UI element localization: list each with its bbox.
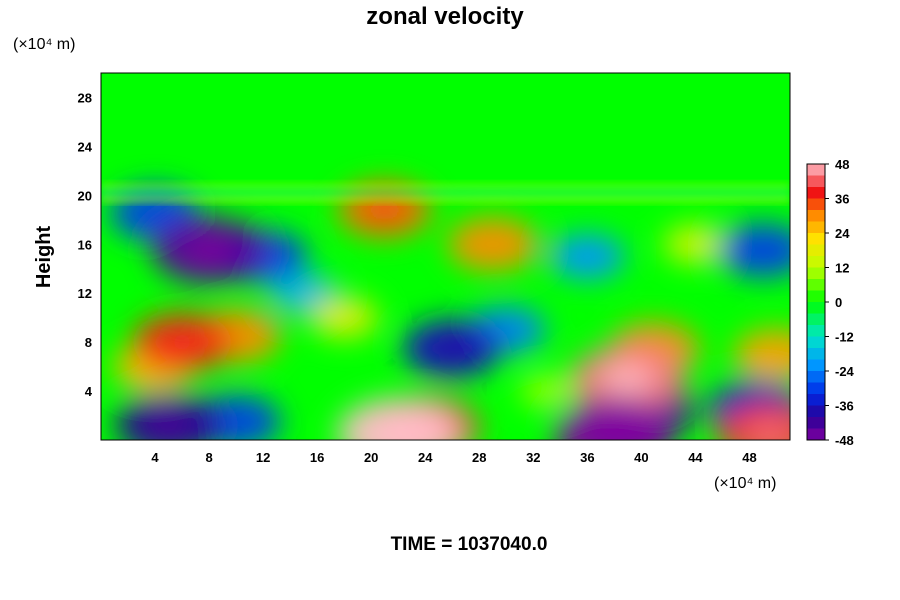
x-tick-label: 8	[205, 450, 212, 465]
time-label: TIME = 1037040.0	[391, 534, 548, 555]
colorbar-segment	[807, 290, 825, 303]
chart-title: zonal velocity	[366, 3, 524, 30]
colorbar-tick-label: -24	[835, 364, 855, 379]
colorbar-tick-label: 0	[835, 295, 842, 310]
velocity-feature-core	[745, 419, 790, 440]
colorbar-segment	[807, 221, 825, 234]
x-tick-label: 36	[580, 450, 594, 465]
plot-area	[101, 73, 790, 440]
velocity-feature	[549, 233, 626, 280]
velocity-feature-core	[159, 328, 205, 356]
tropopause-bands	[101, 183, 790, 203]
colorbar-segment	[807, 279, 825, 291]
colorbar-segment	[807, 267, 825, 280]
x-tick-label: 20	[364, 450, 378, 465]
velocity-feature	[733, 328, 790, 381]
colorbar-tick-label: 48	[835, 157, 849, 172]
x-tick-label: 24	[418, 450, 433, 465]
x-tick-label: 4	[151, 450, 159, 465]
velocity-feature-core	[144, 410, 193, 440]
x-tick-label: 44	[688, 450, 703, 465]
y-tick-label: 16	[78, 237, 92, 252]
colorbar: 48 36 24 12 0 -12 -24 -36 -48	[806, 157, 855, 448]
y-tick-label: 8	[85, 335, 92, 350]
velocity-feature	[717, 223, 790, 278]
velocity-field-layer	[110, 182, 790, 440]
colorbar-tick-label: -12	[835, 330, 854, 345]
colorbar-segment	[807, 359, 825, 372]
colorbar-segment	[807, 256, 825, 268]
colorbar-segment	[807, 244, 825, 257]
colorbar-segment	[807, 405, 825, 418]
colorbar-segment	[807, 325, 825, 337]
velocity-feature-core	[586, 417, 642, 440]
y-tick-label: 4	[85, 384, 93, 399]
plot-frame	[100, 72, 791, 441]
tropopause-band	[101, 198, 790, 203]
velocity-feature	[663, 224, 728, 265]
velocity-feature-core	[370, 417, 426, 440]
colorbar-segment	[807, 417, 825, 429]
x-axis-ticks: 4 8 12 16 20 24 28 32 36 40 44 48	[151, 450, 756, 465]
y-axis-unit: (×10⁴ m)	[13, 36, 75, 53]
velocity-feature-core	[183, 235, 235, 266]
x-tick-label: 40	[634, 450, 648, 465]
colorbar-segment	[807, 198, 825, 211]
colorbar-segment	[807, 210, 825, 222]
colorbar-segment	[807, 371, 825, 383]
velocity-feature-core	[601, 363, 654, 395]
colorbar-segment	[807, 233, 825, 245]
velocity-feature	[519, 374, 574, 409]
colorbar-tick-label: -48	[835, 433, 854, 448]
colorbar-segment	[807, 336, 825, 349]
velocity-feature	[309, 296, 379, 339]
y-tick-label: 20	[78, 188, 92, 203]
colorbar-segment	[807, 348, 825, 360]
x-tick-label: 32	[526, 450, 540, 465]
x-tick-label: 16	[310, 450, 324, 465]
y-axis-ticks: 4 8 12 16 20 24 28	[78, 90, 93, 399]
velocity-feature-core	[429, 334, 475, 362]
colorbar-tick-label: 36	[835, 192, 849, 207]
y-tick-label: 28	[78, 90, 92, 105]
x-axis-unit: (×10⁴ m)	[714, 475, 776, 492]
colorbar-tick-label: 24	[835, 226, 850, 241]
colorbar-segment	[807, 394, 825, 406]
y-tick-label: 24	[78, 139, 93, 154]
colorbar-segment	[807, 302, 825, 314]
colorbar-segment	[807, 164, 825, 176]
x-tick-label: 12	[256, 450, 270, 465]
colorbar-segment	[807, 175, 825, 188]
y-axis-label: Height	[33, 226, 55, 289]
colorbar-segment	[807, 428, 825, 441]
tropopause-band	[101, 183, 790, 188]
colorbar-tick-label: 12	[835, 261, 849, 276]
colorbar-segment	[807, 187, 825, 199]
y-tick-label: 12	[78, 286, 92, 301]
x-tick-label: 48	[742, 450, 756, 465]
tropopause-band	[101, 190, 790, 195]
velocity-feature	[447, 217, 538, 272]
colorbar-tick-label: -36	[835, 399, 854, 414]
colorbar-segment	[807, 313, 825, 326]
colorbar-segment	[807, 382, 825, 395]
velocity-feature-core	[363, 197, 406, 223]
x-tick-label: 28	[472, 450, 486, 465]
